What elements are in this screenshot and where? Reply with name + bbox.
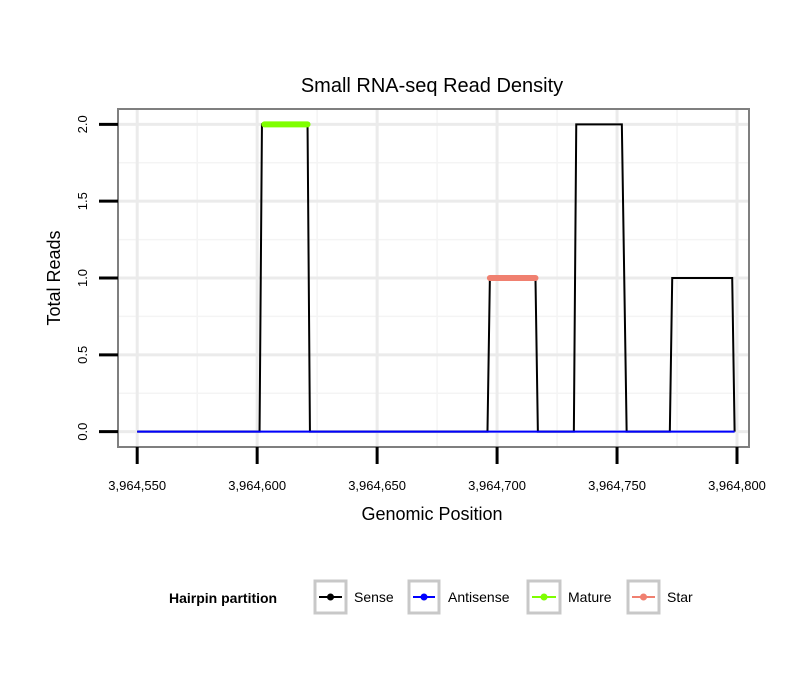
legend-item-antisense: Antisense	[407, 579, 510, 615]
x-tick-label: 3,964,700	[468, 478, 526, 493]
legend-label: Star	[667, 589, 693, 605]
plot-area	[117, 108, 750, 448]
grid	[118, 109, 749, 447]
chart-title: Small RNA-seq Read Density	[301, 75, 563, 97]
legend-label: Antisense	[448, 589, 510, 605]
x-tick-label: 3,964,750	[588, 478, 646, 493]
legend-label: Sense	[354, 589, 394, 605]
legend-key-point	[420, 593, 428, 601]
legend-key-point	[327, 593, 334, 601]
x-tick-label: 3,964,800	[708, 478, 766, 493]
series-layer	[137, 121, 736, 433]
x-tick-label: 3,964,600	[228, 478, 286, 493]
legend: Hairpin partition Sense Antisense Mature St…	[169, 579, 693, 615]
legend-key-point	[540, 593, 548, 601]
y-tick-label: 1.0	[75, 269, 90, 287]
legend-label: Mature	[568, 589, 612, 605]
legend-item-star: Star	[626, 579, 693, 615]
legend-key-point	[640, 593, 647, 601]
y-axis: 0.0 0.5 1.0 1.5 2.0	[75, 115, 118, 441]
y-tick-label: 0.0	[75, 423, 90, 441]
x-tick-label: 3,964,650	[348, 478, 406, 493]
legend-item-mature: Mature	[526, 579, 612, 615]
legend-item-sense: Sense	[313, 579, 394, 615]
y-tick-label: 1.5	[75, 192, 90, 210]
y-tick-label: 2.0	[75, 115, 90, 133]
y-axis-label: Total Reads	[44, 230, 64, 325]
x-axis: 3,964,550 3,964,600 3,964,650 3,964,700 3,96…	[108, 447, 766, 493]
legend-title: Hairpin partition	[169, 590, 277, 606]
y-tick-label: 0.5	[75, 346, 90, 364]
x-tick-label: 3,964,550	[108, 478, 166, 493]
x-axis-label: Genomic Position	[361, 504, 502, 524]
